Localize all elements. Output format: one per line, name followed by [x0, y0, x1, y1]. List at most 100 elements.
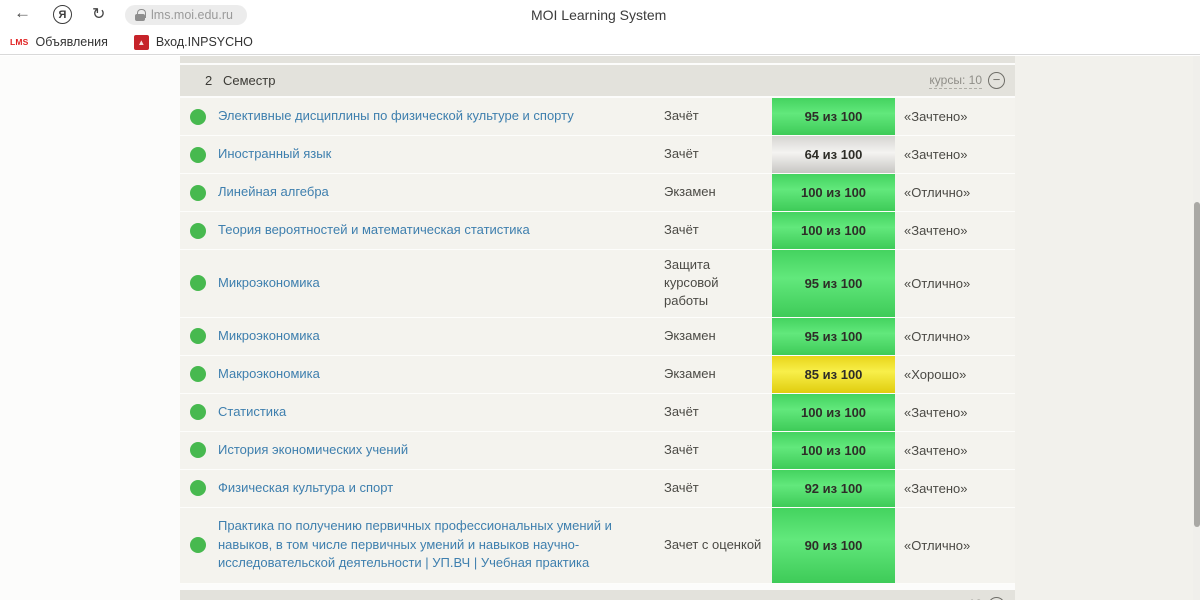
browser-toolbar: ← Я ↻ lms.moi.edu.ru MOI Learning System…: [0, 0, 1200, 30]
score-badge: 92 из 100: [772, 469, 895, 507]
score-badge: 100 из 100: [772, 393, 895, 431]
course-link[interactable]: Статистика: [218, 403, 287, 419]
page-title: MOI Learning System: [530, 7, 667, 23]
grade-text: «Зачтено»: [904, 442, 968, 458]
address-bar[interactable]: lms.moi.edu.ru: [125, 5, 247, 25]
table-row: Линейная алгебра Экзамен 100 из 100 «Отл…: [180, 174, 1015, 212]
semester-number: 3: [205, 598, 223, 600]
table-row: Иностранный язык Зачёт 64 из 100 «Зачтен…: [180, 136, 1015, 174]
course-link[interactable]: Макроэкономика: [218, 365, 320, 381]
page-background-panel: [1015, 56, 1200, 600]
grade-text: «Отлично»: [904, 537, 971, 553]
bookmark-label: Вход.INPSYCHO: [155, 35, 253, 49]
course-link[interactable]: Теория вероятностей и математическая ста…: [218, 222, 530, 238]
status-dot-icon: [190, 146, 206, 163]
status-dot-icon: [190, 328, 206, 345]
url-text: lms.moi.edu.ru: [151, 8, 233, 22]
grade-text: «Отлично»: [904, 185, 971, 200]
course-status: [180, 432, 218, 469]
table-row: Элективные дисциплины по физической куль…: [180, 98, 1015, 136]
bookmark-label: Объявления: [35, 35, 108, 49]
course-status: [180, 394, 218, 431]
table-row: История экономических учений Зачёт 100 и…: [180, 431, 1015, 470]
browser-menu-icon[interactable]: Я: [53, 5, 72, 24]
course-link[interactable]: Иностранный язык: [218, 146, 332, 162]
grades-table: 2 Семестр курсы: 10 − Элективные дисципл…: [180, 56, 1015, 600]
semester-title: Семестр: [223, 598, 275, 600]
assessment-type: Экзамен: [664, 327, 716, 343]
course-status: [180, 98, 218, 135]
assessment-type: Зачёт: [664, 146, 699, 162]
score-badge: 95 из 100: [772, 317, 895, 355]
table-row: Статистика Зачёт 100 из 100 «Зачтено»: [180, 393, 1015, 432]
course-link[interactable]: Микроэкономика: [218, 327, 320, 343]
assessment-type: Зачёт: [664, 403, 699, 419]
score-badge: 85 из 100: [772, 355, 895, 393]
scrollbar[interactable]: [1193, 56, 1200, 600]
table-row: Теория вероятностей и математическая ста…: [180, 212, 1015, 250]
lock-icon: [135, 9, 146, 21]
score-badge: 95 из 100: [772, 98, 895, 135]
previous-section-edge: [180, 56, 1015, 63]
score-badge: 90 из 100: [772, 507, 895, 583]
page-content: 2 Семестр курсы: 10 − Элективные дисципл…: [0, 56, 1200, 600]
semester-number: 2: [205, 73, 213, 88]
status-dot-icon: [190, 222, 206, 239]
lms-favicon: LMS: [10, 37, 29, 47]
course-status: [180, 470, 218, 507]
grade-text: «Отлично»: [904, 275, 971, 291]
bookmarks-bar: LMS Объявления ▲ Вход.INPSYCHO: [0, 30, 1200, 55]
semester-title: Семестр: [223, 73, 276, 88]
course-link[interactable]: Линейная алгебра: [218, 184, 329, 200]
table-row: Микроэкономика Защита курсовой работы 95…: [180, 250, 1015, 318]
grade-text: «Отлично»: [904, 328, 971, 344]
table-row: Физическая культура и спорт Зачёт 92 из …: [180, 469, 1015, 508]
assessment-type: Экзамен: [664, 184, 716, 200]
score-badge: 100 из 100: [772, 212, 895, 249]
bookmark-announcements[interactable]: LMS Объявления: [10, 35, 108, 49]
status-dot-icon: [190, 366, 206, 383]
course-link[interactable]: Практика по получению первичных професси…: [218, 517, 612, 571]
status-dot-icon: [190, 480, 206, 497]
semester-3-header[interactable]: 3 Семестр курсы: 10 +: [180, 589, 1015, 600]
course-link[interactable]: Микроэкономика: [218, 274, 320, 290]
course-status: [180, 250, 218, 317]
assessment-type: Защита курсовой работы: [664, 257, 719, 309]
course-status: [180, 318, 218, 355]
course-status: [180, 508, 218, 583]
score-badge: 64 из 100: [772, 136, 895, 173]
courses-count-link[interactable]: курсы: 10: [929, 597, 982, 600]
status-dot-icon: [190, 184, 206, 201]
course-status: [180, 174, 218, 211]
course-link[interactable]: История экономических учений: [218, 441, 409, 457]
course-status: [180, 136, 218, 173]
courses-count-link[interactable]: курсы: 10: [929, 72, 982, 89]
status-dot-icon: [190, 442, 206, 459]
grade-text: «Хорошо»: [904, 366, 967, 382]
status-dot-icon: [190, 404, 206, 421]
scrollbar-thumb[interactable]: [1193, 202, 1200, 527]
status-dot-icon: [190, 108, 206, 125]
course-link[interactable]: Элективные дисциплины по физической куль…: [218, 108, 574, 124]
assessment-type: Зачет с оценкой: [664, 536, 762, 552]
course-status: [180, 212, 218, 249]
assessment-type: Зачёт: [664, 108, 699, 124]
grade-text: «Зачтено»: [904, 480, 968, 496]
grade-text: «Зачтено»: [904, 147, 968, 162]
table-row: Микроэкономика Экзамен 95 из 100 «Отличн…: [180, 317, 1015, 356]
score-badge: 95 из 100: [772, 250, 895, 317]
status-dot-icon: [190, 275, 206, 292]
refresh-icon[interactable]: ↻: [92, 6, 106, 23]
assessment-type: Зачёт: [664, 479, 699, 495]
back-icon[interactable]: ←: [14, 3, 31, 22]
inpsycho-favicon: ▲: [133, 34, 149, 50]
collapse-icon[interactable]: −: [988, 72, 1005, 89]
status-dot-icon: [190, 537, 206, 554]
table-row: Макроэкономика Экзамен 85 из 100 «Хорошо…: [180, 355, 1015, 394]
expand-icon[interactable]: +: [988, 596, 1005, 600]
assessment-type: Экзамен: [664, 365, 716, 381]
bookmark-inpsycho-login[interactable]: ▲ Вход.INPSYCHO: [133, 34, 253, 50]
course-link[interactable]: Физическая культура и спорт: [218, 479, 394, 495]
semester-2-header[interactable]: 2 Семестр курсы: 10 −: [180, 65, 1015, 96]
grade-text: «Зачтено»: [904, 223, 968, 238]
